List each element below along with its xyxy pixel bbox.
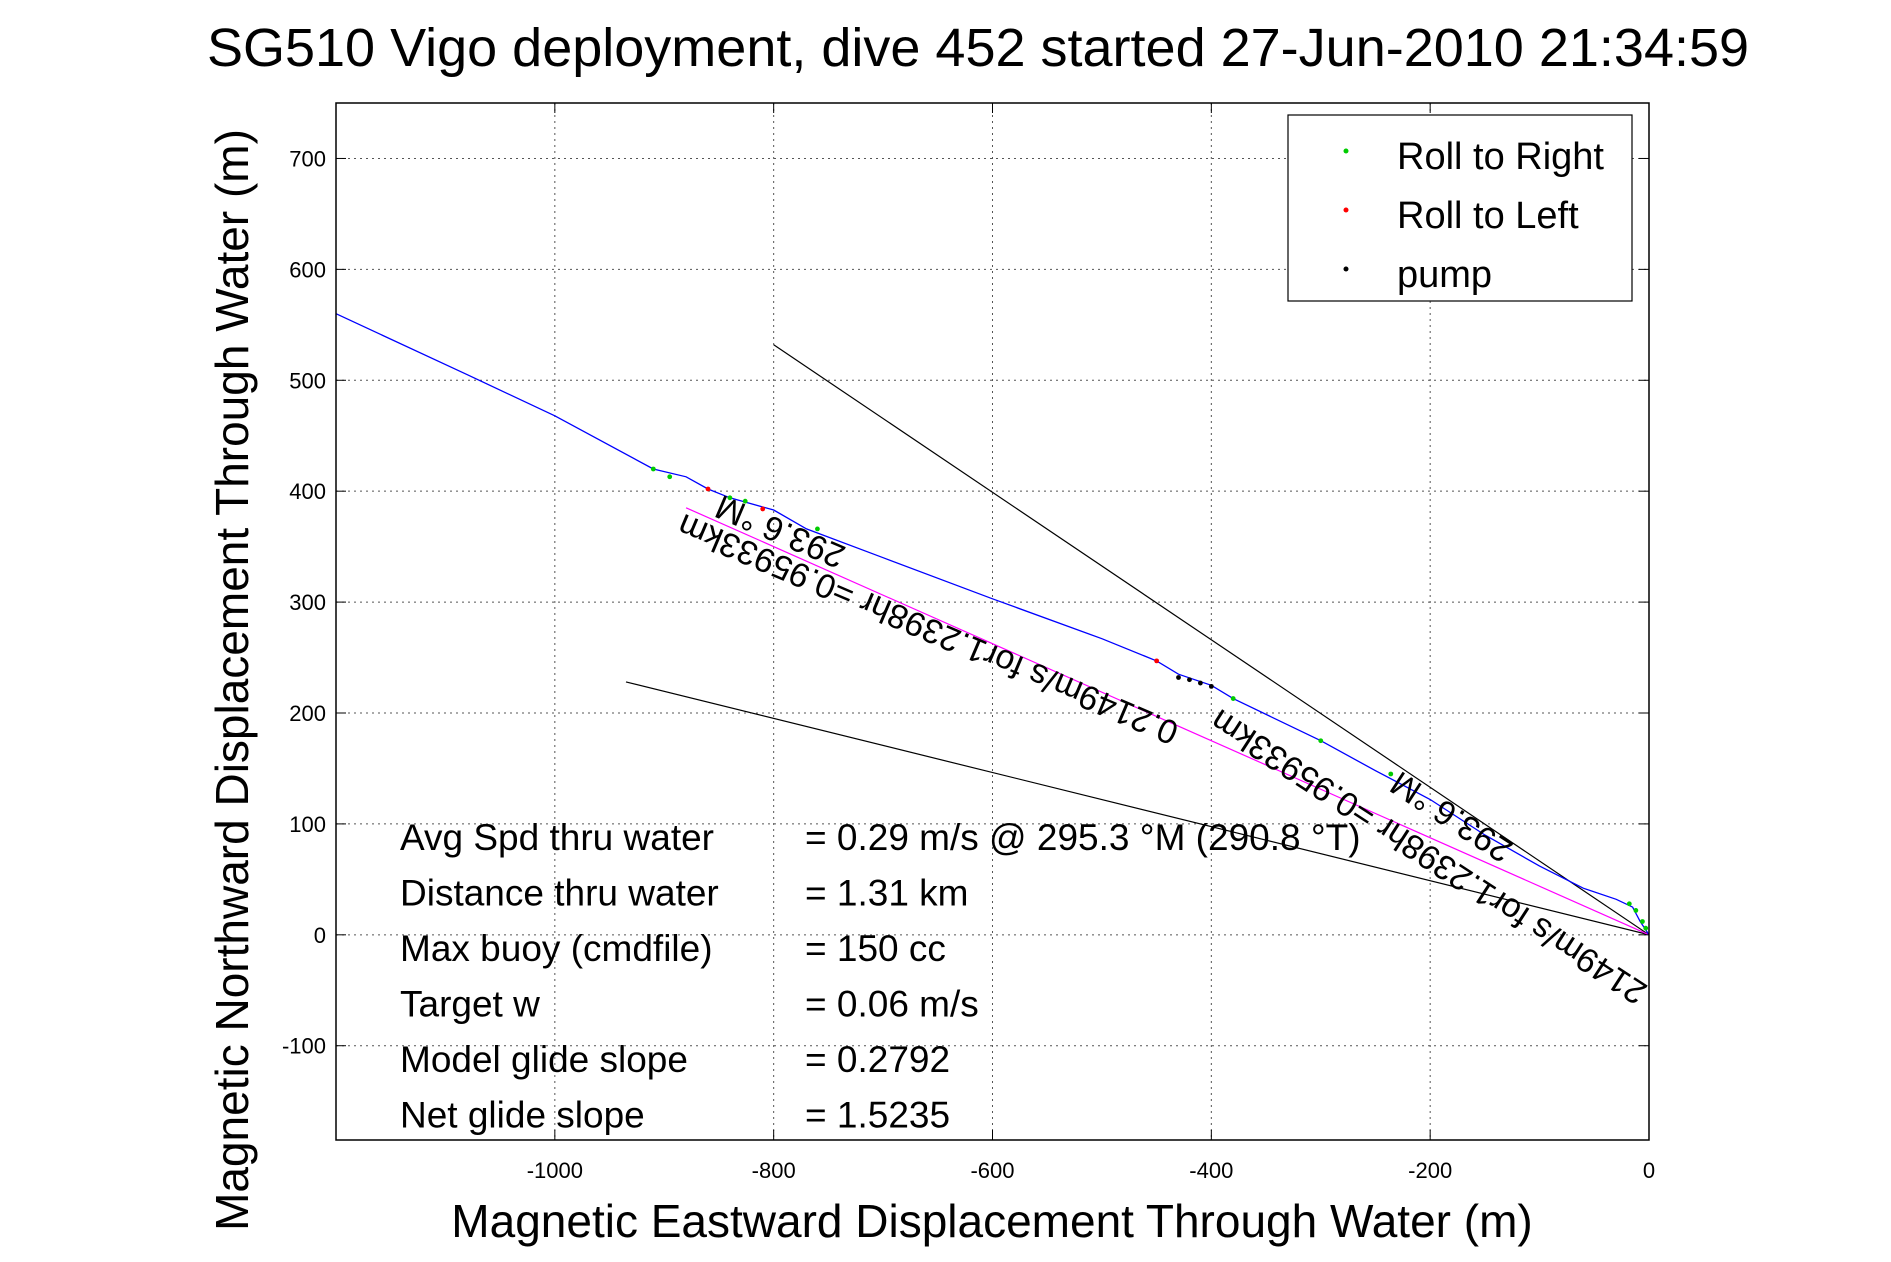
pump-point: [1208, 683, 1214, 689]
roll-right-point: [667, 474, 673, 480]
stat-label: Target w: [400, 984, 540, 1025]
roll-left-point: [705, 486, 711, 492]
x-tick-label: -800: [752, 1158, 796, 1183]
stats-block: Avg Spd thru water = 0.29 m/s @ 295.3 °M …: [400, 817, 1361, 1136]
y-tick-label: 0: [314, 923, 326, 948]
roll-right-point: [1640, 919, 1645, 924]
y-tick-label: 500: [289, 368, 326, 393]
stat-label: Net glide slope: [400, 1095, 645, 1136]
heading-line: [685, 507, 1649, 936]
pump-point: [1176, 675, 1181, 680]
y-tick-label: 700: [289, 146, 326, 171]
stat-value: = 150 cc: [805, 928, 946, 969]
roll-right-point: [727, 495, 733, 501]
grid: [336, 103, 1649, 1140]
stat-value: = 0.2792: [805, 1039, 950, 1080]
stat-value: = 1.31 km: [805, 873, 969, 914]
roll-right-point: [1230, 696, 1236, 701]
legend-label: pump: [1397, 254, 1492, 296]
x-tick-label: -1000: [527, 1158, 583, 1183]
legend-marker: [1343, 266, 1349, 272]
y-tick-label: 600: [289, 257, 326, 282]
stat-label: Model glide slope: [400, 1039, 688, 1080]
roll-left-point: [760, 506, 766, 512]
legend-label: Roll to Right: [1397, 136, 1604, 178]
track-annotation: 0.2149m/s for1.2398hr =0.95933km: [672, 506, 1184, 752]
x-tick-label: -400: [1189, 1158, 1233, 1183]
y-tick-label: -100: [282, 1034, 326, 1059]
ticks: -1000 -800 -600 -400 -200 0-10001002003004005…: [282, 103, 1655, 1183]
roll-right-point: [650, 466, 656, 472]
plot-area: 293.6 °M0.2149m/s for1.2398hr =0.95933km…: [336, 313, 1677, 1027]
legend-label: Roll to Left: [1397, 195, 1579, 237]
y-tick-label: 200: [289, 701, 326, 726]
stat-value: = 0.06 m/s: [805, 984, 979, 1025]
x-tick-label: -600: [970, 1158, 1014, 1183]
stat-value: = 0.29 m/s @ 295.3 °M (290.8 °T): [805, 817, 1361, 858]
chart-title: SG510 Vigo deployment, dive 452 started …: [207, 18, 1749, 78]
cone-line: [625, 681, 1649, 936]
cone-line: [773, 344, 1649, 936]
legend: Roll to Right Roll to Left pump: [1287, 114, 1633, 302]
track-annotation: 0.2149m/s for1.2398hr =0.95933km: [1204, 701, 1677, 1027]
roll-right-point: [742, 498, 748, 504]
pump-point: [1187, 677, 1192, 683]
y-tick-label: 400: [289, 479, 326, 504]
roll-right-point: [815, 526, 820, 532]
roll-right-point: [1643, 925, 1649, 931]
x-axis-label: Magnetic Eastward Displacement Through W…: [451, 1195, 1532, 1247]
stat-label: Distance thru water: [400, 873, 719, 914]
stat-label: Avg Spd thru water: [400, 817, 714, 858]
legend-marker: [1343, 207, 1349, 213]
roll-right-point: [1388, 771, 1394, 777]
stat-value: = 1.5235: [805, 1095, 950, 1136]
pump-point: [1197, 680, 1203, 686]
y-tick-label: 300: [289, 590, 326, 615]
roll-left-point: [1154, 658, 1160, 664]
roll-right-point: [1318, 738, 1324, 744]
stat-label: Max buoy (cmdfile): [400, 928, 713, 969]
glider-track: [336, 313, 1649, 936]
y-tick-label: 100: [289, 812, 326, 837]
roll-right-point: [1633, 908, 1639, 913]
x-tick-label: 0: [1643, 1158, 1655, 1183]
y-axis-label: Magnetic Northward Displacement Through …: [206, 129, 258, 1231]
legend-marker: [1343, 148, 1349, 154]
x-tick-label: -200: [1408, 1158, 1452, 1183]
roll-right-point: [1626, 901, 1632, 907]
